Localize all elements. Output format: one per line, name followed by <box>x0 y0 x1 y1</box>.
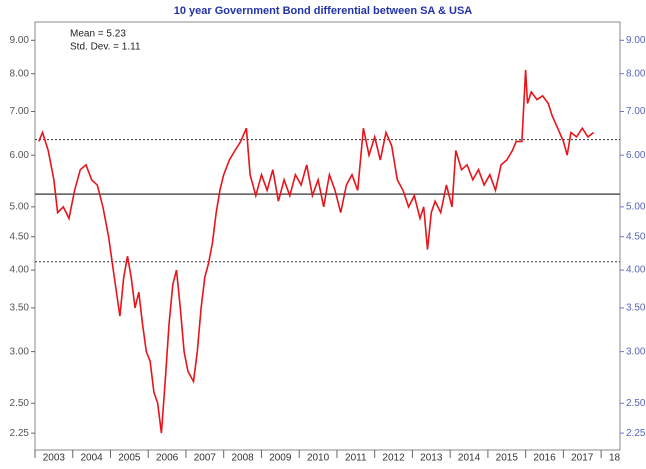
chart-title: 10 year Government Bond differential bet… <box>174 5 473 17</box>
y-tick-label: 3.00 <box>10 346 30 357</box>
x-tick-label: 2012 <box>382 453 405 464</box>
y-tick-label: 8.00 <box>10 68 30 79</box>
y2-tick-label: 4.50 <box>626 231 646 242</box>
x-tick-label: 2016 <box>533 453 556 464</box>
x-tick-label: 2010 <box>307 453 330 464</box>
x-tick-label: 2008 <box>231 453 254 464</box>
y2-tick-label: 3.50 <box>626 303 646 314</box>
x-tick-label: 2003 <box>43 453 66 464</box>
x-tick-label: 2006 <box>156 453 179 464</box>
y-tick-label: 5.00 <box>10 201 30 212</box>
y-tick-label: 4.00 <box>10 265 30 276</box>
y2-tick-label: 8.00 <box>626 68 646 79</box>
x-tick-label: 2005 <box>118 453 141 464</box>
y2-tick-label: 7.00 <box>626 106 646 117</box>
y-tick-label: 4.50 <box>10 231 30 242</box>
x-tick-label: 2014 <box>458 453 481 464</box>
x-tick-label: 2009 <box>269 453 292 464</box>
x-tick-label: 2011 <box>345 453 367 464</box>
y2-tick-label: 3.00 <box>626 346 646 357</box>
y2-tick-label: 2.25 <box>626 428 646 439</box>
y-tick-label: 3.50 <box>10 303 30 314</box>
y-tick-label: 2.25 <box>10 428 30 439</box>
x-tick-label: 2017 <box>571 453 594 464</box>
annotation: Std. Dev. = 1.11 <box>70 42 141 53</box>
x-tick-label: 18 <box>609 453 621 464</box>
y2-tick-label: 5.00 <box>626 201 646 212</box>
x-tick-label: 2015 <box>496 453 519 464</box>
x-tick-label: 2004 <box>80 453 103 464</box>
x-tick-label: 2013 <box>420 453 443 464</box>
y-tick-label: 2.50 <box>10 398 30 409</box>
y2-tick-label: 6.00 <box>626 150 646 161</box>
y-tick-label: 6.00 <box>10 150 30 161</box>
annotation: Mean = 5.23 <box>70 29 126 40</box>
x-tick-label: 2007 <box>194 453 217 464</box>
y-tick-label: 9.00 <box>10 35 30 46</box>
y2-tick-label: 9.00 <box>626 35 646 46</box>
plot-area <box>34 21 621 451</box>
y2-tick-label: 4.00 <box>626 265 646 276</box>
y2-tick-label: 2.50 <box>626 398 646 409</box>
y-tick-label: 7.00 <box>10 106 30 117</box>
series-line <box>38 70 595 434</box>
